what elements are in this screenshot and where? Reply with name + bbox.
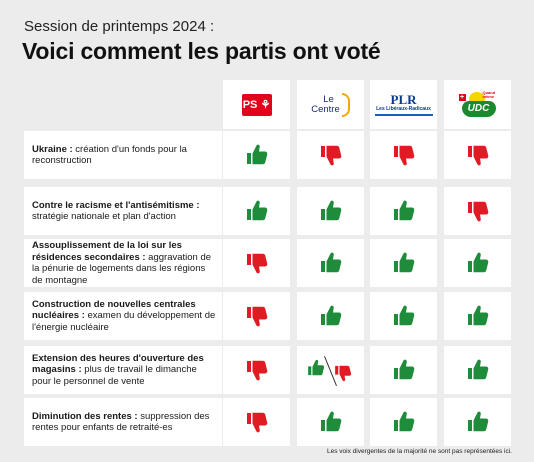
vote-cell-udc — [444, 239, 511, 287]
vote-cell-udc — [444, 187, 511, 235]
plr-logo: PLR Les Libéraux-Radicaux — [374, 92, 433, 116]
thumbs-up-icon — [393, 200, 414, 221]
ps-logo: PS ⚘ — [241, 93, 272, 116]
vote-cell-ps — [223, 346, 290, 394]
vote-row: Construction de nouvelles centrales nucl… — [24, 292, 512, 340]
vote-cell-plr — [370, 187, 437, 235]
vote-topic-description: stratégie nationale et plan d'action — [32, 211, 176, 222]
thumbs-up-icon — [467, 411, 488, 432]
party-logo-ps: PS ⚘ — [223, 80, 290, 129]
subtitle: Session de printemps 2024 : — [24, 18, 215, 35]
thumbs-down-icon — [246, 306, 267, 327]
vote-topic-description: suppression des rentes pour enfants de r… — [32, 410, 210, 434]
thumbs-up-icon — [393, 252, 414, 273]
vote-topic-title: Construction de nouvelles centrales nucl… — [32, 298, 196, 322]
centre-logo: Le Centre — [311, 92, 350, 117]
vote-topic: Ukraine : création d'un fonds pour la re… — [24, 131, 222, 179]
thumbs-up-icon — [393, 305, 414, 326]
thumbs-up-icon — [246, 144, 267, 165]
party-logo-plr: PLR Les Libéraux-Radicaux — [370, 80, 437, 129]
party-logo-centre: Le Centre — [297, 80, 364, 129]
vote-row: Ukraine : création d'un fonds pour la re… — [24, 131, 512, 179]
vote-cell-plr — [370, 398, 437, 446]
vote-row: Contre le racisme et l'antisémitisme : s… — [24, 187, 512, 235]
vote-topic-title: Extension des heures d'ouverture des mag… — [32, 352, 204, 376]
centre-arc-icon — [341, 92, 350, 117]
vote-cell-ps — [223, 187, 290, 235]
vote-cell-centre — [297, 131, 364, 179]
vote-cell-plr — [370, 292, 437, 340]
vote-topic: Construction de nouvelles centrales nucl… — [24, 292, 222, 340]
rose-icon: ⚘ — [260, 99, 271, 111]
vote-topic-title: Diminution des rentes : — [32, 410, 138, 422]
vote-cell-ps — [223, 292, 290, 340]
centre-logo-line1: Le — [323, 93, 334, 105]
thumbs-down-icon — [467, 145, 488, 166]
thumbs-down-icon — [467, 201, 488, 222]
vote-cell-centre — [297, 292, 364, 340]
vote-cell-centre — [297, 239, 364, 287]
vote-cell-udc — [444, 398, 511, 446]
vote-cell-centre — [297, 187, 364, 235]
vote-cell-udc — [444, 131, 511, 179]
thumbs-up-icon — [467, 252, 488, 273]
thumbs-down-icon — [320, 145, 341, 166]
swiss-flag-icon: + — [458, 93, 466, 101]
vote-cell-udc — [444, 292, 511, 340]
centre-logo-line2: Centre — [311, 103, 340, 115]
plr-logo-sub: Les Libéraux-Radicaux — [376, 106, 431, 112]
thumbs-up-icon — [393, 359, 414, 380]
thumbs-up-icon — [467, 305, 488, 326]
thumbs-up-icon — [320, 252, 341, 273]
thumbs-up-icon — [246, 200, 267, 221]
vote-topic-title: Contre le racisme et l'antisémitisme : — [32, 199, 200, 211]
thumbs-up-icon — [320, 200, 341, 221]
vote-cell-centre — [297, 398, 364, 446]
vote-cell-udc — [444, 346, 511, 394]
vote-topic-description: plus de travail le dimanche pour le pers… — [32, 364, 197, 387]
vote-cell-plr — [370, 131, 437, 179]
vote-row: Extension des heures d'ouverture des mag… — [24, 346, 512, 394]
vote-topic: Diminution des rentes : suppression des … — [24, 398, 222, 446]
vote-topic: Contre le racisme et l'antisémitisme : s… — [24, 187, 222, 235]
plr-logo-main: PLR — [390, 92, 417, 107]
vote-row: Diminution des rentes : suppression des … — [24, 398, 512, 446]
ps-logo-text: PS — [242, 98, 258, 111]
thumbs-down-icon — [246, 360, 267, 381]
footnote: Les voix divergentes de la majorité ne s… — [327, 448, 512, 455]
vote-topic-description: aggravation de la pénurie de logements d… — [32, 251, 212, 286]
thumbs-up-icon — [467, 359, 488, 380]
udc-logo-tag: Quand même — [482, 89, 496, 99]
vote-cell-centre — [297, 346, 364, 394]
thumbs-up-icon — [320, 305, 341, 326]
thumbs-down-icon — [393, 145, 414, 166]
page-title: Voici comment les partis ont voté — [22, 38, 381, 64]
vote-topic-title: Assouplissement de la loi sur les réside… — [32, 240, 182, 263]
vote-topic: Extension des heures d'ouverture des mag… — [24, 346, 222, 394]
thumbs-up-icon — [320, 411, 341, 432]
vote-topic-description: examen du développement de l'énergie nuc… — [32, 310, 216, 333]
vote-topic-description: création d'un fonds pour la reconstructi… — [32, 143, 187, 167]
thumbs-down-icon — [246, 412, 267, 433]
thumbs-up-icon — [307, 359, 324, 376]
vote-cell-ps — [223, 239, 290, 287]
vote-topic-title: Ukraine : — [32, 143, 73, 155]
vote-cell-ps — [223, 131, 290, 179]
udc-logo: + Quand même UDC — [456, 89, 500, 119]
vote-topic: Assouplissement de la loi sur les réside… — [24, 239, 222, 287]
thumbs-down-icon — [334, 365, 351, 382]
vote-cell-plr — [370, 346, 437, 394]
split-vote — [302, 353, 360, 387]
thumbs-up-icon — [393, 411, 414, 432]
plr-logo-bar — [374, 114, 433, 116]
vote-cell-ps — [223, 398, 290, 446]
party-logo-udc: + Quand même UDC — [444, 80, 511, 129]
vote-row: Assouplissement de la loi sur les réside… — [24, 239, 512, 287]
thumbs-down-icon — [246, 253, 267, 274]
vote-cell-plr — [370, 239, 437, 287]
udc-logo-text: UDC — [461, 100, 496, 117]
